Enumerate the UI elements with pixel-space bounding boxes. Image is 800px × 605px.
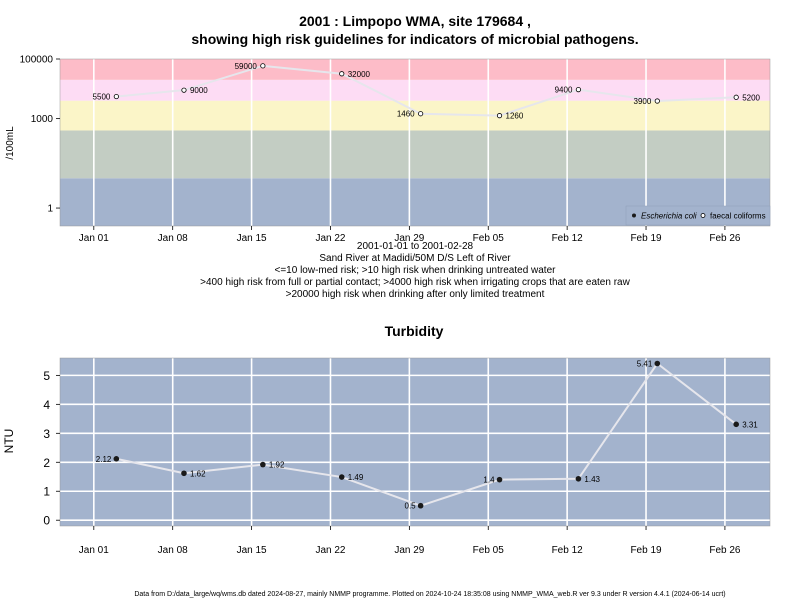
footer-note: Data from D:/data_large/wq/wms.db dated … [134, 591, 725, 598]
turbidity-point-4 [417, 502, 424, 509]
chart2-xtick-jan-01: Jan 01 [79, 545, 109, 556]
chart1-ytick-1: 1 [47, 204, 53, 215]
legend-faecal-marker [700, 213, 706, 218]
chart1-series: 5500 9000 59000 32000 1460 1260 9400 3900 5200 [93, 62, 761, 121]
chart2-ytick-4: 4 [43, 398, 50, 412]
caption-guideline-2: >400 high risk from full or partial cont… [200, 277, 630, 288]
risk-band-3 [60, 79, 770, 101]
chart1-title-line2: showing high risk guidelines for indicat… [191, 31, 638, 47]
turbidity-point-1 [181, 470, 187, 477]
chart1-xtick-jan-29: Jan 29 [394, 233, 424, 244]
chart2-ytick-0: 0 [43, 514, 50, 528]
turbidity-label-3: 1.49 [348, 473, 364, 482]
faecal-coliforms-point-1 [181, 87, 187, 93]
chart2-xtick-feb-26: Feb 26 [709, 545, 741, 556]
faecal-coliforms-label-2: 59000 [235, 62, 258, 71]
chart2-series: 2.12 1.62 1.92 1.49 0.5 1.4 1.43 5.41 3.31 [96, 360, 759, 511]
chart2-frame [59, 357, 771, 527]
turbidity-label-6: 1.43 [584, 475, 600, 484]
legend-faecal-label: faecal coliforms [710, 212, 766, 221]
legend-ecoli-label: Escherichia coli [641, 212, 697, 221]
turbidity-label-4: 0.5 [405, 502, 417, 511]
chart1-xtick-feb-12: Feb 12 [552, 233, 584, 244]
chart2-title: Turbidity [385, 323, 444, 339]
risk-band-2 [60, 100, 770, 131]
chart2-background [60, 358, 770, 526]
turbidity-label-7: 5.41 [637, 360, 653, 369]
risk-band-1 [60, 130, 770, 179]
chart2-xtick-feb-19: Feb 19 [630, 545, 662, 556]
chart2-xtick-jan-29: Jan 29 [394, 545, 424, 556]
chart2-ytick-5: 5 [43, 369, 50, 383]
faecal-coliforms-label-6: 9400 [555, 86, 573, 95]
chart1-title-line1: 2001 : Limpopo WMA, site 179684 , [299, 13, 531, 29]
chart2-xtick-feb-12: Feb 12 [552, 545, 584, 556]
turbidity-point-2 [260, 461, 266, 468]
chart2-ytick-3: 3 [43, 427, 50, 441]
faecal-coliforms-point-6 [575, 87, 582, 93]
turbidity-point-5 [496, 476, 503, 483]
chart2-ytick-1: 1 [43, 485, 50, 499]
caption-site: Sand River at Madidi/50M D/S Left of Riv… [319, 253, 511, 264]
chart1-grid [59, 58, 771, 227]
turbidity-point-7 [654, 360, 661, 367]
faecal-coliforms-point-5 [496, 113, 503, 119]
chart1-y-axis-label: /100mL [5, 126, 16, 160]
turbidity-label-0: 2.12 [96, 455, 112, 464]
turbidity-label-1: 1.62 [190, 469, 206, 478]
chart1-xtick-feb-19: Feb 19 [630, 233, 662, 244]
faecal-coliforms-label-3: 32000 [348, 70, 371, 79]
chart2-plot-area [60, 358, 770, 526]
chart1-xtick-jan-22: Jan 22 [315, 233, 345, 244]
chart1-xtick-feb-05: Feb 05 [473, 233, 505, 244]
turbidity-label-8: 3.31 [742, 420, 758, 429]
chart2-xtick-jan-22: Jan 22 [315, 545, 345, 556]
chart1-frame [59, 58, 771, 227]
chart2-xtick-feb-05: Feb 05 [473, 545, 505, 556]
chart2-ticks: 0 1 2 3 4 5 Jan 01 Jan 08 Jan 15 Jan 22 Jan 29 Feb … [43, 369, 741, 556]
turbidity-point-8 [733, 421, 739, 428]
faecal-coliforms-point-8 [733, 94, 739, 100]
faecal-coliforms-point-7 [654, 98, 660, 104]
faecal-coliforms-point-2 [260, 63, 266, 69]
risk-bands [60, 59, 770, 226]
risk-band-4 [60, 59, 770, 80]
faecal-coliforms-label-5: 1260 [506, 112, 524, 121]
chart2-xtick-jan-08: Jan 08 [158, 545, 188, 556]
faecal-coliforms-label-4: 1460 [397, 110, 415, 119]
caption-guideline-1: <=10 low-med risk; >10 high risk when dr… [275, 265, 557, 276]
chart2-ytick-2: 2 [43, 456, 50, 470]
chart1-xtick-feb-26: Feb 26 [709, 233, 741, 244]
turbidity-label-2: 1.92 [269, 461, 285, 470]
faecal-coliforms-point-0 [113, 93, 119, 100]
faecal-coliforms-point-4 [418, 111, 424, 117]
chart1-ticks: 1 1000 100000 Jan 01 Jan 08 Jan 15 Jan 22 Jan 2… [20, 55, 741, 245]
caption-date-range: 2001-01-01 to 2001-02-28 [357, 241, 474, 252]
chart2-xtick-jan-15: Jan 15 [237, 545, 267, 556]
faecal-coliforms-label-7: 3900 [634, 97, 652, 106]
turbidity-label-5: 1.4 [483, 476, 495, 485]
caption-guideline-3: >20000 high risk when drinking after onl… [286, 289, 545, 300]
faecal-coliforms-label-8: 5200 [742, 93, 760, 102]
chart1-ytick-100000: 100000 [20, 55, 54, 66]
faecal-coliforms-point-3 [339, 71, 345, 77]
legend: Escherichia coli faecal coliforms [625, 205, 771, 226]
turbidity-point-6 [575, 475, 582, 482]
chart2-grid [59, 357, 771, 527]
legend-ecoli-marker [632, 213, 636, 218]
turbidity-point-3 [338, 474, 345, 480]
faecal-coliforms-label-0: 5500 [93, 93, 111, 102]
chart1-xtick-jan-15: Jan 15 [237, 233, 267, 244]
chart1-ytick-1000: 1000 [31, 114, 54, 125]
chart1-xtick-jan-08: Jan 08 [158, 233, 188, 244]
turbidity-point-0 [113, 456, 120, 462]
chart1-xtick-jan-01: Jan 01 [79, 233, 109, 244]
chart2-y-axis-label: NTU [2, 429, 16, 454]
faecal-coliforms-label-1: 9000 [190, 86, 208, 95]
